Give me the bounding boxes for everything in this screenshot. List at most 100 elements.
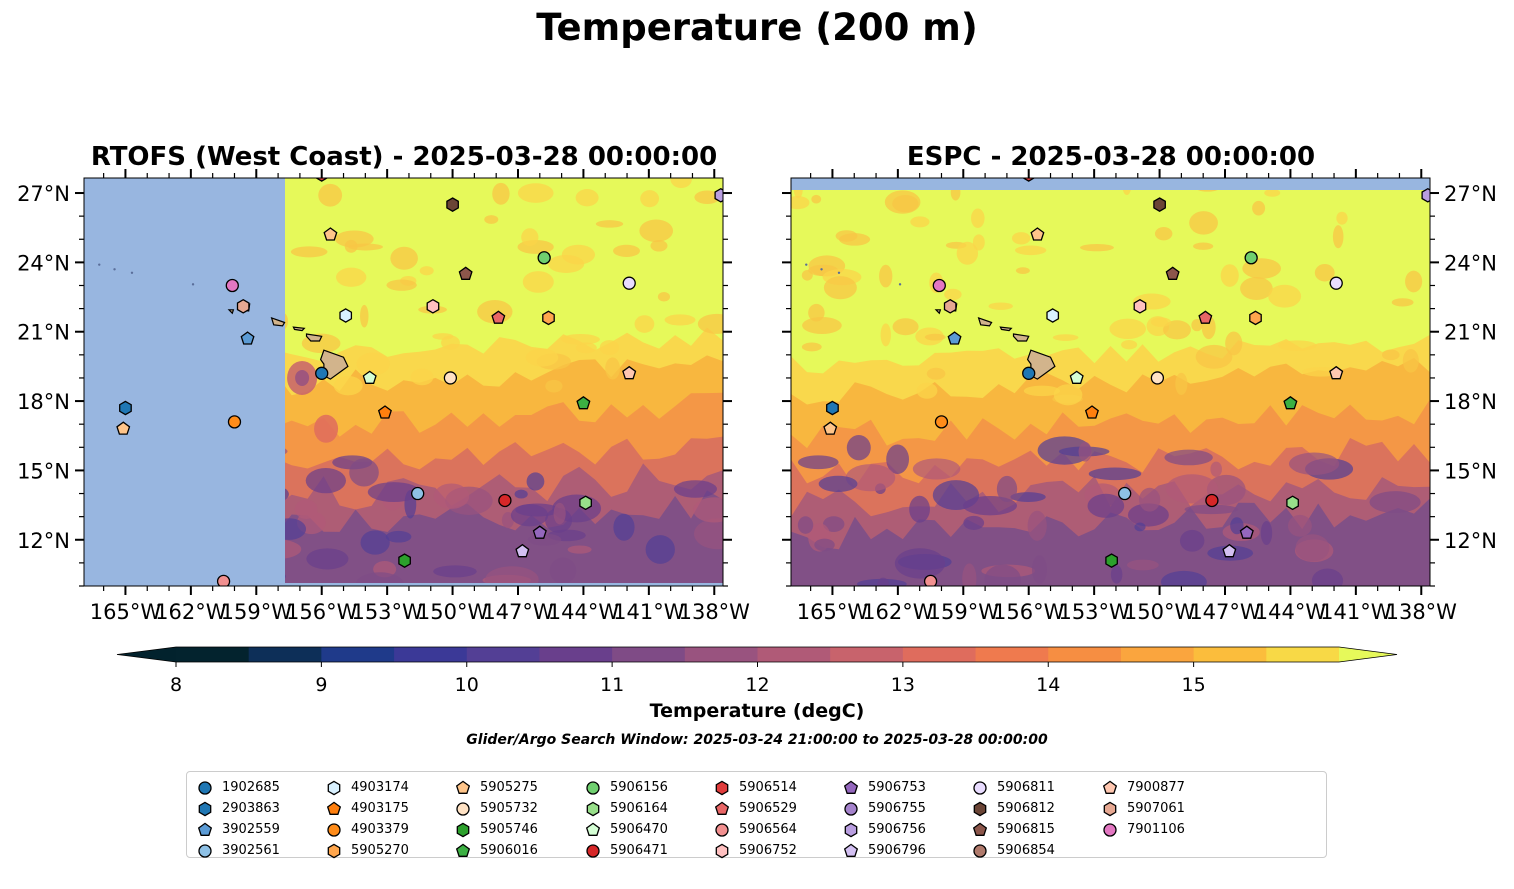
legend-marker [586, 843, 600, 858]
colorbar-tick-label: 13 [891, 674, 915, 696]
legend-marker [455, 780, 471, 794]
no-data-strip [791, 178, 1430, 190]
legend-marker [972, 822, 988, 836]
legend-marker-icon [1103, 801, 1117, 816]
lon-tick-label: 150°W [417, 600, 489, 624]
right-panel-title: ESPC - 2025-03-28 00:00:00 [906, 142, 1316, 172]
colorbar-segment [902, 647, 977, 662]
lon-tick-label: 159°W [928, 600, 1000, 624]
float-5906753 [1239, 525, 1254, 539]
left-panel-title: RTOFS (West Coast) - 2025-03-28 00:00:00 [90, 142, 718, 172]
legend-marker [455, 843, 471, 857]
legend-label: 4903175 [351, 801, 409, 816]
legend-label: 1902685 [222, 780, 280, 795]
legend-label: 5906756 [868, 822, 926, 837]
lat-tick-label: 27°N [17, 182, 70, 206]
float-4903174 [1046, 308, 1060, 323]
legend-column: 7900877 5907061 7901106 [1102, 777, 1185, 840]
legend-item: 5906815 [972, 819, 1055, 840]
float-5906756 [714, 187, 723, 203]
float-5906529 [1198, 310, 1213, 324]
legend-label: 5906854 [997, 843, 1055, 858]
lon-tick-label: 156°W [993, 600, 1065, 624]
float-2903863 [119, 400, 132, 416]
legend-label: 5906471 [610, 843, 668, 858]
legend-column: 5906811 5906812 5906815 5906854 [972, 777, 1055, 861]
lon-tick-label: 165°W [90, 600, 162, 624]
colorbar-tick-label: 12 [745, 674, 769, 696]
legend-item: 5906529 [714, 798, 797, 819]
legend-column: 5906514 5906529 5906564 5906752 [714, 777, 797, 861]
legend-item: 1902685 [197, 777, 280, 798]
legend-marker-icon [1102, 780, 1118, 794]
float-markers [823, 178, 1430, 586]
colorbar-segment [975, 647, 1049, 662]
legend-marker [327, 822, 341, 837]
legend-label: 4903379 [351, 822, 409, 837]
colorbar-segment [321, 647, 395, 662]
legend-item: 3902561 [197, 840, 280, 861]
map-panels: 165°W162°W159°W156°W153°W150°W147°W144°W… [17, 169, 1497, 696]
colorbar-tick-label: 15 [1182, 674, 1206, 696]
float-5906529 [491, 310, 506, 324]
legend-label: 5906752 [739, 843, 797, 858]
lat-tick-label: 12°N [17, 529, 70, 553]
lat-tick-label: 27°N [1444, 182, 1497, 206]
lon-tick-label: 138°W [679, 600, 751, 624]
legend-marker-icon [327, 822, 341, 837]
legend-label: 4903174 [351, 780, 409, 795]
colorbar-segment [1193, 647, 1267, 662]
float-4903175 [1084, 405, 1099, 419]
legend-label: 5906564 [739, 822, 797, 837]
legend-marker [1103, 801, 1117, 816]
float-3902561 [411, 486, 425, 501]
legend-marker-icon [455, 780, 471, 794]
legend-label: 5906812 [997, 801, 1055, 816]
float-5906812 [446, 197, 459, 212]
float-5905746 [398, 553, 411, 568]
legend-marker-icon [197, 822, 213, 836]
lat-tick-label: 15°N [1444, 459, 1497, 483]
float-5907061 [236, 298, 250, 314]
legend-marker [714, 801, 730, 815]
legend-label: 5907061 [1127, 801, 1185, 816]
float-5906514 [315, 178, 329, 182]
legend-marker [327, 843, 341, 858]
lon-tick-label: 162°W [155, 600, 227, 624]
colorbar-segment [1048, 647, 1122, 662]
lat-tick-label: 18°N [17, 390, 70, 414]
legend-marker-icon [844, 801, 858, 816]
legend-item: 5905275 [455, 777, 538, 798]
float-4903379 [934, 415, 949, 429]
colorbar-tick-label: 9 [315, 674, 327, 696]
float-7901106 [225, 278, 239, 293]
float-5905732 [443, 371, 458, 385]
legend-column: 5906156 5906164 5906470 5906471 [585, 777, 668, 861]
float-4903175 [377, 405, 392, 419]
float-5906016 [576, 396, 591, 410]
legend-item: 7900877 [1102, 777, 1185, 798]
colorbar-over-extend [1339, 647, 1397, 662]
legend-marker [198, 843, 212, 858]
legend-label: 5906529 [739, 801, 797, 816]
lat-tick-label: 21°N [17, 321, 70, 345]
float-5905275 [323, 227, 338, 241]
lon-tick-label: 144°W [1255, 600, 1327, 624]
lon-tick-label: 162°W [862, 600, 934, 624]
legend-marker-icon [586, 801, 600, 816]
lon-tick-label: 159°W [221, 600, 293, 624]
legend-column: 5906753 5906755 5906756 5906796 [843, 777, 926, 861]
legend-marker [844, 822, 858, 837]
legend-marker [1103, 822, 1117, 837]
legend-marker [843, 780, 859, 794]
legend-item: 5906796 [843, 840, 926, 861]
float-5905275 [823, 421, 838, 435]
float-5905732 [1150, 371, 1165, 385]
legend-item: 2903863 [197, 798, 280, 819]
colorbar-tick-label: 8 [170, 674, 182, 696]
float-5906564 [923, 574, 938, 586]
legend-label: 5906164 [610, 801, 668, 816]
legend-item: 5907061 [1102, 798, 1185, 819]
legend-label: 5905270 [351, 843, 409, 858]
legend-marker-icon [714, 801, 730, 815]
